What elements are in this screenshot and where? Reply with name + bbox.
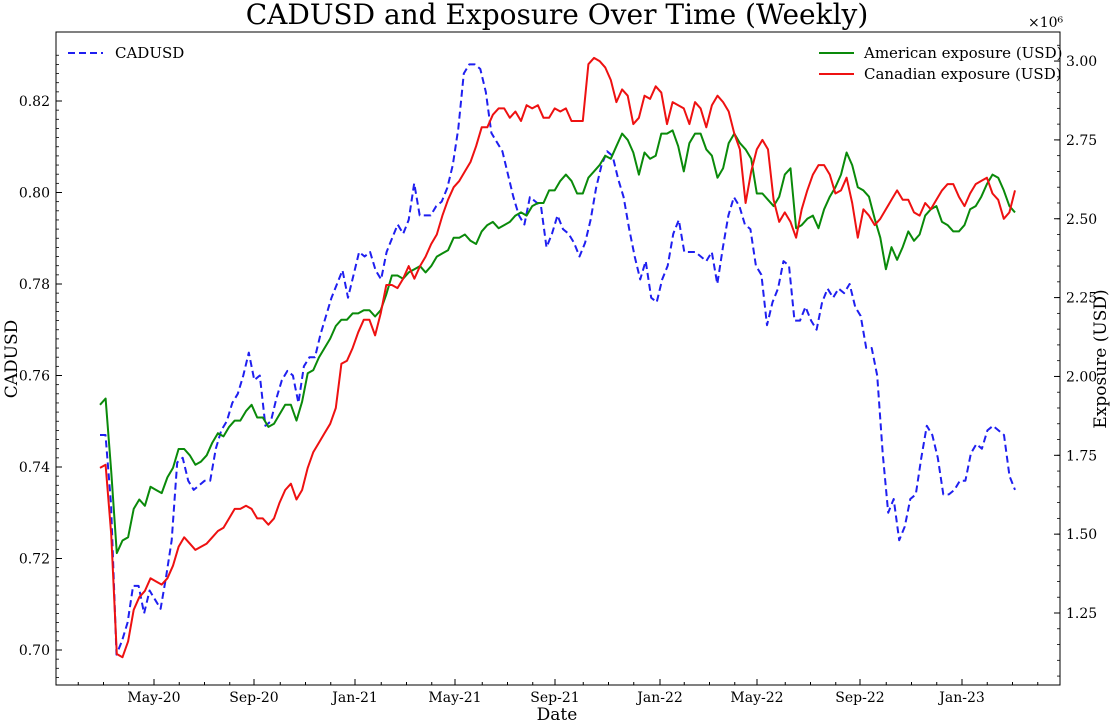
y-right-tick-label: 3.00 <box>1066 54 1097 70</box>
y-left-tick-label: 0.80 <box>19 186 50 202</box>
american-exposure-line <box>99 129 1016 555</box>
y-left-tick-label: 0.76 <box>19 369 50 385</box>
y-axis-left-title: CADUSD <box>2 320 22 399</box>
y-left-tick-label: 0.82 <box>19 94 50 110</box>
legend-label-cadusd: CADUSD <box>115 44 184 62</box>
x-tick-label: Jan-23 <box>937 690 985 706</box>
y-right-tick-label: 2.75 <box>1066 133 1097 149</box>
cadusd-line <box>100 63 1016 656</box>
y-right-tick-label: 1.50 <box>1066 527 1097 543</box>
legend-label-american: American exposure (USD) <box>863 44 1062 62</box>
x-tick-label: Sep-21 <box>530 690 579 706</box>
x-tick-label: Jan-21 <box>330 690 378 706</box>
y-right-tick-label: 2.50 <box>1066 212 1097 228</box>
y-left-tick-label: 0.70 <box>19 643 50 659</box>
legend-label-canadian: Canadian exposure (USD) <box>864 65 1062 83</box>
series-layer <box>99 56 1016 659</box>
y-right-tick-label: 1.25 <box>1066 606 1097 622</box>
x-tick-label: May-22 <box>730 690 783 706</box>
y-axis-right: 1.25 1.50 1.75 2.00 2.25 2.50 2.75 3.00 <box>1054 44 1097 677</box>
y-left-tick-label: 0.74 <box>19 460 50 476</box>
right-axis-multiplier: ×10⁶ <box>1028 15 1064 31</box>
y-right-tick-label: 2.25 <box>1066 291 1097 307</box>
x-tick-label: Sep-20 <box>229 690 278 706</box>
x-axis: May-20 Sep-20 Jan-21 May-21 Sep-21 Jan-22 May-… <box>77 679 1039 706</box>
y-axis-right-title: Exposure (USD) <box>1091 289 1111 428</box>
plot-area <box>55 31 1061 686</box>
x-tick-label: Jan-22 <box>635 690 683 706</box>
x-tick-label: May-21 <box>428 690 481 706</box>
x-tick-label: May-20 <box>127 690 180 706</box>
y-left-tick-label: 0.72 <box>19 552 50 568</box>
x-tick-label: Sep-22 <box>835 690 884 706</box>
canadian-exposure-line <box>99 56 1016 659</box>
legend-left: CADUSD <box>68 44 184 62</box>
y-axis-left: 0.70 0.72 0.74 0.76 0.78 0.80 0.82 <box>19 54 62 678</box>
plot-frame <box>55 31 1061 686</box>
legend-right: American exposure (USD) Canadian exposur… <box>819 44 1062 83</box>
y-right-tick-label: 1.75 <box>1066 448 1097 464</box>
y-left-tick-label: 0.78 <box>19 277 50 293</box>
x-axis-title: Date <box>537 705 578 725</box>
y-right-tick-label: 2.00 <box>1066 369 1097 385</box>
chart-title: CADUSD and Exposure Over Time (Weekly) <box>246 0 869 31</box>
